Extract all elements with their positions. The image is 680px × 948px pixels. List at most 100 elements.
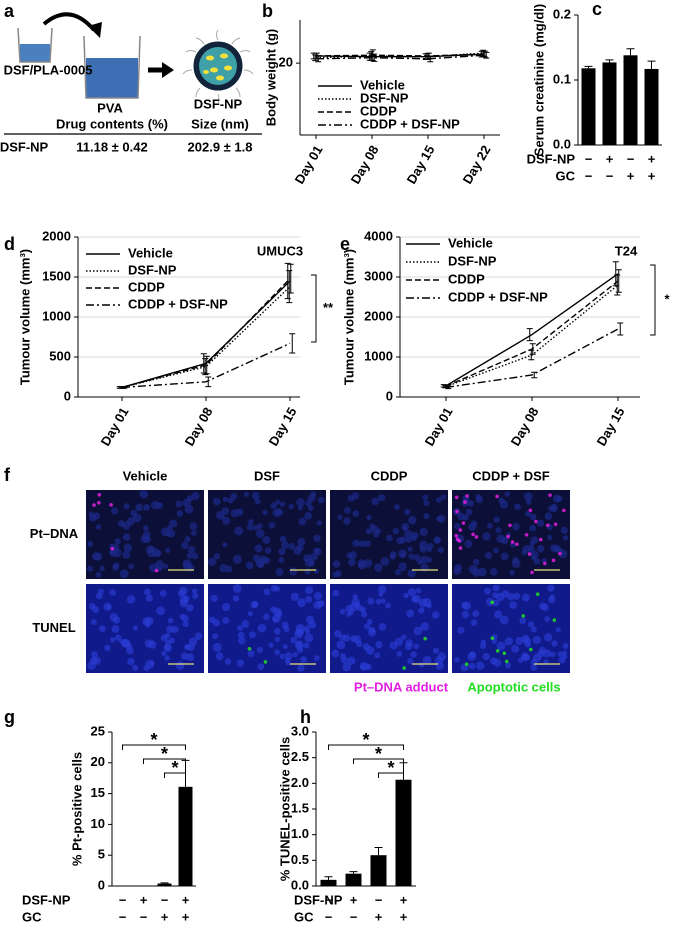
nucleus	[247, 611, 253, 617]
nucleus	[213, 553, 221, 560]
condition-sign: −	[350, 909, 358, 924]
error-bar	[203, 355, 210, 375]
nucleus	[245, 561, 254, 570]
error-bar	[349, 871, 358, 874]
nucleus	[426, 546, 433, 553]
adduct	[553, 522, 558, 527]
adduct	[538, 537, 543, 542]
nucleus	[113, 562, 120, 569]
adduct	[508, 523, 512, 528]
nucleus	[507, 593, 515, 601]
nucleus	[470, 619, 478, 627]
series-line	[315, 54, 485, 60]
nucleus	[547, 584, 555, 592]
nucleus	[468, 522, 477, 531]
nucleus	[92, 656, 101, 665]
y-tick-label: 1000	[42, 308, 71, 323]
nucleus	[511, 559, 521, 569]
nucleus	[352, 539, 360, 547]
nucleus	[208, 616, 216, 624]
y-tick-label: 0	[64, 388, 71, 403]
panel-label: a	[4, 1, 15, 21]
nucleus	[88, 602, 96, 610]
nucleus	[423, 500, 430, 507]
nucleus	[257, 663, 265, 671]
apoptotic-cell	[490, 636, 495, 640]
nucleus	[297, 537, 306, 546]
nucleus	[305, 595, 313, 603]
bar	[345, 873, 362, 886]
significance-bracket	[353, 758, 404, 764]
adduct	[551, 558, 556, 563]
adduct	[527, 552, 532, 556]
nucleus	[426, 556, 433, 563]
nucleus	[273, 607, 282, 617]
bar	[320, 879, 337, 886]
nucleus	[384, 602, 391, 609]
condition-sign: −	[161, 892, 169, 907]
nucleus	[179, 595, 189, 605]
condition-name: GC	[22, 909, 42, 924]
nucleus	[371, 497, 380, 506]
nucleus	[150, 500, 160, 510]
nucleus	[254, 498, 261, 505]
nucleus	[339, 608, 346, 615]
nucleus	[419, 527, 428, 536]
nucleus	[161, 651, 167, 657]
nucleus	[527, 621, 534, 628]
error-bar	[289, 333, 296, 354]
adduct	[92, 503, 96, 507]
y-tick-label: 4000	[364, 228, 393, 243]
nucleus	[122, 550, 131, 559]
nucleus	[561, 650, 568, 656]
nucleus	[165, 547, 171, 554]
nucleus	[114, 634, 122, 641]
nucleus	[492, 584, 500, 592]
nucleus	[400, 552, 406, 558]
nucleus	[530, 550, 539, 559]
bar	[623, 55, 638, 145]
nucleus	[547, 535, 553, 541]
nucleus	[256, 523, 263, 529]
legend-label: DSF-NP	[360, 90, 409, 105]
nucleus	[529, 524, 537, 532]
y-tick-label: 20	[279, 55, 293, 70]
nucleus	[305, 586, 314, 595]
nucleus	[362, 643, 370, 651]
row-label: TUNEL	[32, 620, 75, 635]
nucleus	[343, 517, 351, 525]
significance-label: *	[150, 730, 157, 750]
nucleus	[308, 560, 315, 567]
small-beaker	[17, 27, 53, 63]
nucleus	[360, 606, 367, 613]
nucleus	[251, 491, 260, 500]
nucleus	[232, 554, 242, 564]
significance-label: *	[387, 758, 394, 778]
adduct	[455, 509, 459, 514]
nucleus	[182, 620, 189, 628]
nucleus	[86, 565, 94, 572]
y-tick-label: 1500	[42, 268, 71, 283]
nucleus	[110, 507, 119, 515]
legend-label: Vehicle	[448, 235, 493, 250]
nucleus	[544, 633, 553, 642]
y-tick-label: 1.0	[291, 826, 309, 841]
nucleus	[513, 592, 521, 600]
label: DSF/PLA-0005	[4, 62, 93, 77]
nucleus	[159, 589, 167, 597]
panel-label: g	[4, 707, 15, 727]
nucleus	[482, 652, 490, 661]
y-tick-label: 25	[91, 723, 105, 738]
nucleus	[536, 519, 545, 527]
nucleus	[292, 651, 298, 658]
nucleus	[98, 588, 104, 595]
nucleus	[263, 613, 270, 621]
nucleus	[111, 624, 120, 633]
condition-sign: +	[350, 892, 358, 907]
nucleus	[216, 510, 225, 520]
nucleus	[550, 505, 558, 513]
nucleus	[434, 656, 444, 666]
panel-label: f	[4, 465, 11, 485]
nucleus	[110, 636, 116, 643]
condition-sign: −	[140, 909, 148, 924]
